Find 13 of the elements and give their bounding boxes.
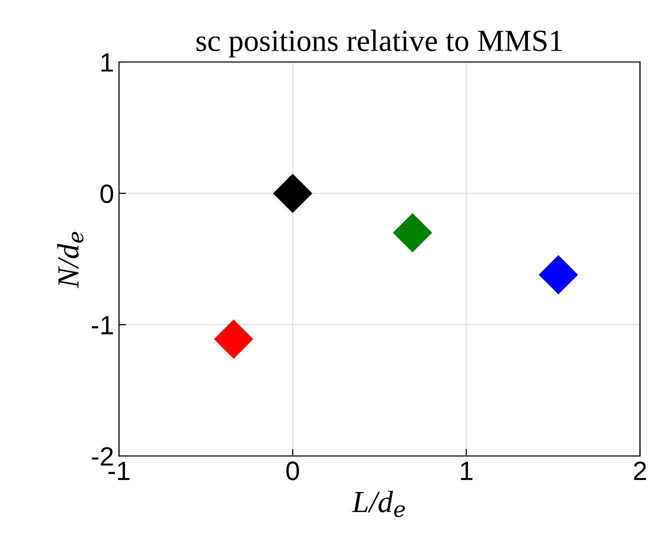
y-tick-label: -1	[92, 316, 113, 334]
y-tick-label: 0	[100, 184, 114, 204]
x-tick-label: 2	[634, 462, 646, 480]
x-tick-label: 1	[461, 462, 472, 480]
point	[273, 174, 312, 213]
x-axis-title: L/d$_{e}$	[352, 490, 405, 518]
point	[538, 255, 578, 294]
y-axis-title: N/d$_{e}$	[57, 232, 84, 288]
chart-title: sc positions relative to MMS1	[196, 30, 562, 58]
x-tick-label: 0	[286, 462, 299, 480]
y-tick-label: 1	[101, 53, 113, 72]
point	[392, 213, 432, 252]
point	[214, 319, 254, 359]
